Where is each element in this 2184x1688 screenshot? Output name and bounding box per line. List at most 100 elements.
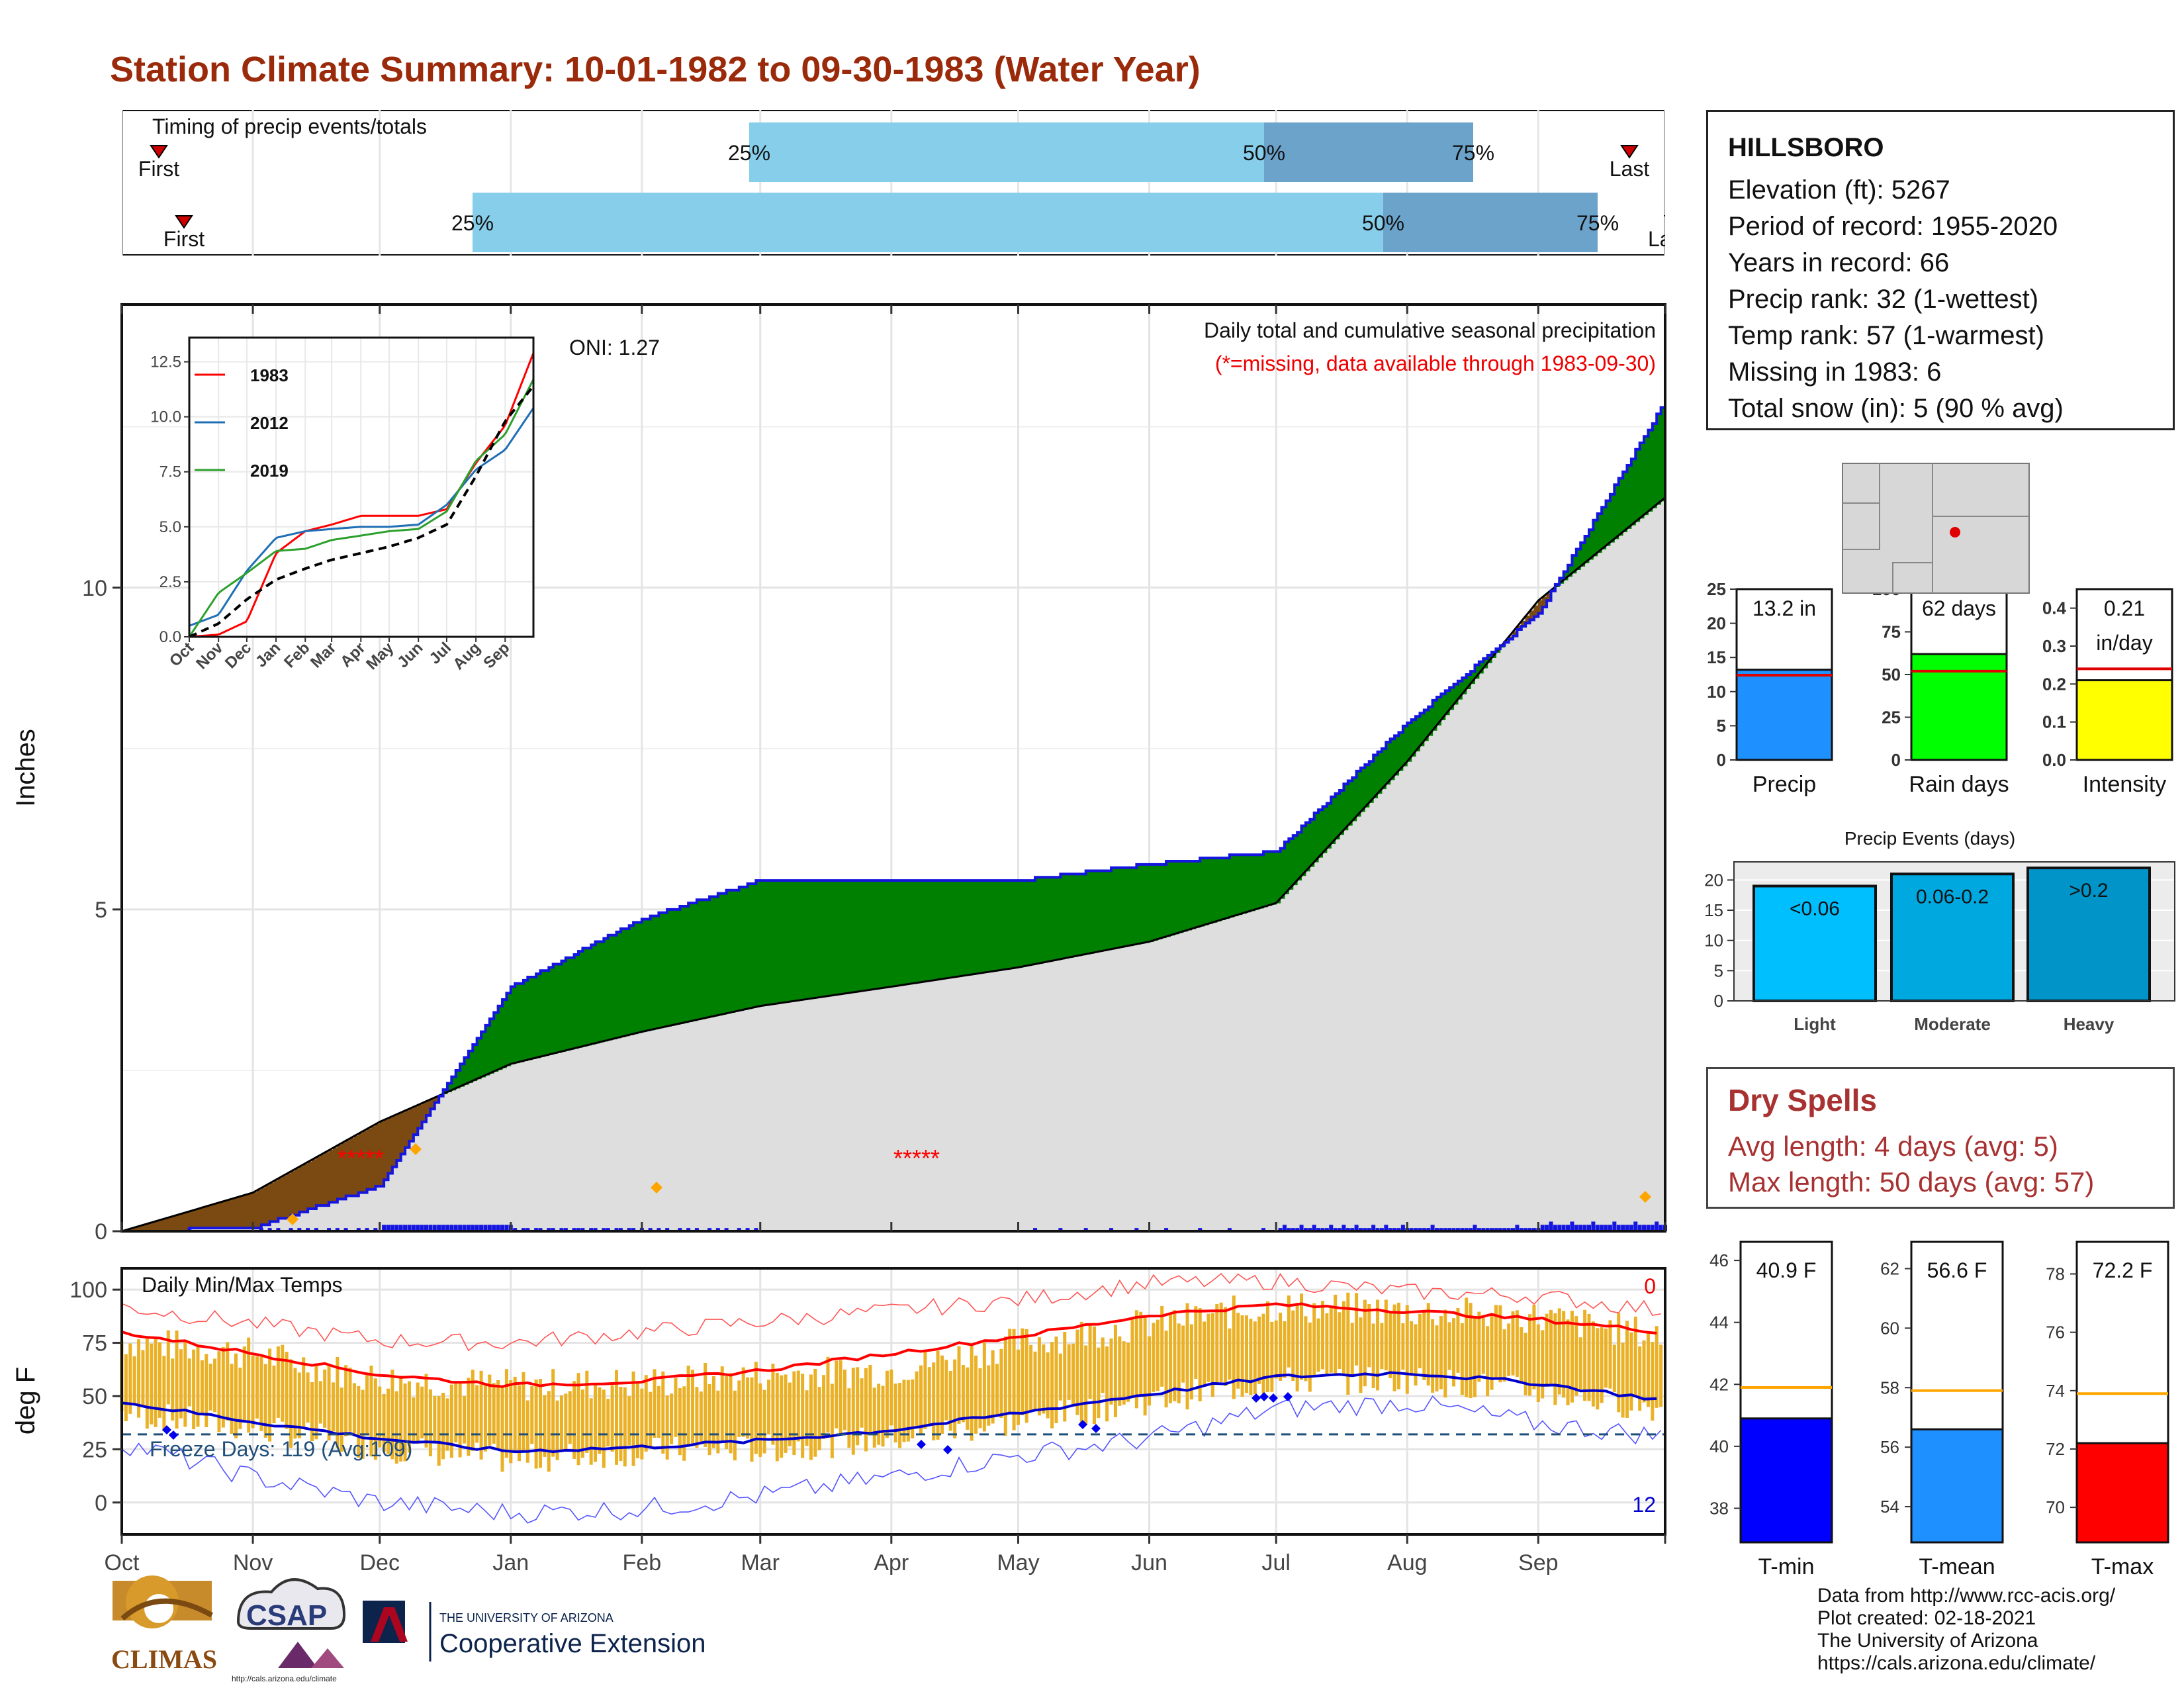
daily-temp-bar	[221, 1346, 225, 1428]
daily-temp-bar	[995, 1364, 999, 1416]
daily-temp-bar	[543, 1395, 547, 1457]
legend-label: 2019	[250, 461, 289, 481]
daily-temp-bar	[585, 1370, 589, 1453]
daily-precip-bar	[1299, 1225, 1304, 1231]
last-label: Last	[1610, 157, 1650, 181]
record-low-marker	[162, 1425, 171, 1434]
tempbar-y-tick: 76	[2046, 1323, 2065, 1342]
daily-precip-bar	[1414, 1228, 1418, 1231]
daily-temp-bar	[1376, 1299, 1380, 1391]
station-detail-line: Years in record: 66	[1728, 248, 1950, 277]
daily-precip-bar	[1291, 1228, 1295, 1231]
daily-temp-bar	[893, 1383, 897, 1443]
daily-temp-bar	[767, 1380, 771, 1434]
daily-precip-bar	[1227, 1228, 1232, 1231]
event-bar	[2026, 867, 2151, 1003]
dry-spells-box: Dry Spells Avg length: 4 days (avg: 5) M…	[1706, 1067, 2175, 1209]
record-low-marker	[943, 1445, 952, 1454]
credits-block: Data from http://www.rcc-acis.org/ Plot …	[1817, 1585, 2115, 1675]
daily-temp-bar	[1608, 1320, 1612, 1389]
daily-temp-bar	[1633, 1316, 1637, 1397]
daily-temp-bar	[762, 1389, 766, 1454]
p75-label: 75%	[1576, 211, 1619, 235]
timing-panel: Timing of precip events/totals Avg 25% 50% 7…	[59, 110, 1665, 256]
inset-y-tick: 2.5	[159, 573, 181, 591]
daily-temp-bar	[868, 1365, 872, 1434]
daily-precip-bar	[1316, 1228, 1321, 1231]
daily-precip-bar	[471, 1225, 475, 1231]
missing-marker: *****	[338, 1145, 384, 1172]
daily-temp-bar	[635, 1382, 639, 1458]
daily-precip-bar	[267, 1228, 272, 1231]
y-tick-label: 75	[82, 1331, 107, 1356]
daily-temp-bar	[276, 1346, 280, 1418]
daily-precip-bar	[187, 1228, 192, 1231]
daily-temp-bar	[1469, 1303, 1473, 1398]
daily-precip-bar	[259, 1228, 263, 1231]
daily-temp-bar	[475, 1385, 479, 1443]
inset-series-1983	[189, 352, 535, 638]
daily-precip-bar	[1642, 1225, 1647, 1231]
daily-temp-bar	[948, 1371, 952, 1431]
daily-precip-bar	[618, 1228, 623, 1231]
daily-precip-bar	[737, 1228, 741, 1231]
daily-temp-bar	[234, 1353, 238, 1438]
month-label: Sep	[1518, 1550, 1559, 1575]
daily-precip-bar	[1261, 1228, 1266, 1231]
timing-row-label: 1983	[59, 211, 106, 235]
daily-temp-bar	[788, 1382, 792, 1446]
daily-temp-bar	[1206, 1313, 1210, 1382]
csap-url: http://cals.arizona.edu/climate	[232, 1674, 337, 1683]
daily-temp-bar	[1042, 1344, 1046, 1414]
daily-temp-bar	[1054, 1336, 1058, 1423]
daily-temp-bar	[999, 1348, 1003, 1418]
daily-temp-bar	[433, 1396, 437, 1442]
daily-temp-bar	[598, 1387, 602, 1454]
daily-temp-bar	[369, 1365, 373, 1457]
timing-row-label: Avg	[69, 141, 106, 165]
y-tick-label: 100	[69, 1278, 107, 1303]
daily-temp-bar	[1502, 1329, 1506, 1382]
daily-temp-bar	[327, 1366, 331, 1440]
daily-precip-bar	[445, 1225, 449, 1231]
daily-temp-bar	[665, 1395, 669, 1460]
daily-temp-bar	[1367, 1304, 1371, 1368]
daily-temp-bar	[1629, 1332, 1633, 1411]
daily-precip-bar	[411, 1225, 416, 1231]
event-name: Heavy	[2064, 1014, 2115, 1034]
daily-temp-bar	[564, 1393, 568, 1450]
record-low-marker	[1078, 1420, 1087, 1429]
daily-temp-bar	[272, 1365, 276, 1424]
daily-precip-bar	[525, 1228, 530, 1231]
daily-precip-bar	[606, 1228, 610, 1231]
daily-temp-bar	[737, 1380, 741, 1437]
daily-temp-bar	[631, 1371, 635, 1466]
last-marker	[1620, 145, 1639, 159]
daily-temp-bar	[1270, 1321, 1274, 1392]
daily-temp-bar	[238, 1368, 242, 1429]
daily-temp-bar	[953, 1359, 957, 1438]
daily-temp-bar	[1283, 1321, 1287, 1378]
daily-temp-bar	[416, 1382, 420, 1444]
record-low-marker	[917, 1440, 926, 1449]
tempbar-name: T-min	[1758, 1554, 1815, 1579]
daily-temp-bar	[1443, 1309, 1447, 1398]
daily-temp-bar	[1308, 1322, 1312, 1392]
daily-temp-bar	[1156, 1319, 1160, 1391]
daily-precip-bar	[1324, 1228, 1329, 1231]
daily-precip-bar	[1418, 1228, 1422, 1231]
daily-temp-bar	[746, 1377, 750, 1439]
daily-precip-bar	[1553, 1225, 1557, 1231]
daily-temp-bar	[407, 1381, 411, 1453]
daily-temp-bar	[242, 1346, 246, 1423]
daily-precip-bar	[657, 1228, 661, 1231]
month-label: May	[997, 1550, 1039, 1575]
daily-temp-bar	[1507, 1323, 1511, 1376]
daily-temp-bar	[399, 1376, 403, 1462]
daily-precip-bar	[1278, 1228, 1283, 1231]
daily-temp-bar	[255, 1356, 259, 1419]
daily-temp-bar	[966, 1367, 970, 1430]
daily-temp-bar	[445, 1398, 449, 1451]
normal-cumulative-area	[122, 497, 1665, 1231]
event-bar-label: <0.06	[1790, 898, 1840, 920]
